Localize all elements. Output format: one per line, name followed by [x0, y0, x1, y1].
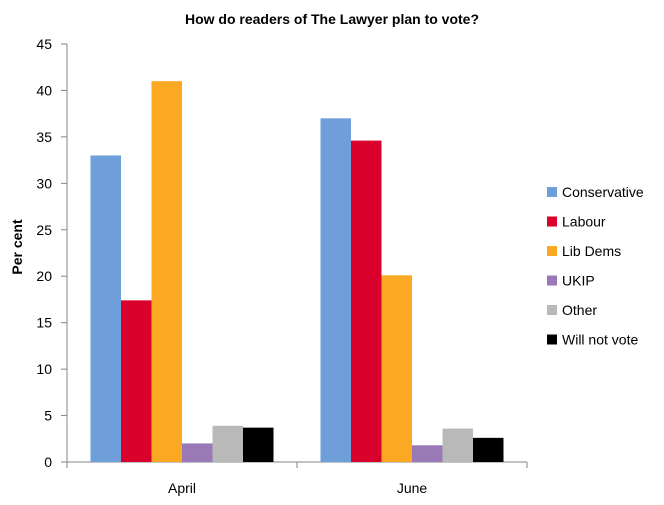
bar-will-not-vote-june: [473, 437, 504, 462]
y-tick-label: 30: [36, 175, 52, 191]
x-tick-label: June: [397, 480, 428, 496]
bars: [90, 81, 504, 462]
bar-ukip-april: [182, 443, 213, 462]
legend-swatch: [547, 216, 557, 227]
legend-swatch: [547, 275, 557, 286]
legend-swatch: [547, 187, 557, 197]
y-tick-label: 25: [36, 222, 52, 238]
bar-lib-dems-april: [151, 81, 182, 462]
legend-label: Lib Dems: [562, 243, 621, 259]
legend-label: Conservative: [562, 184, 644, 200]
bar-conservative-april: [90, 155, 121, 462]
y-tick-label: 15: [36, 315, 52, 331]
axes: 0 5 10 15 20 25 30 35 40 45 April June: [36, 36, 528, 496]
y-tick-label: 35: [36, 129, 52, 145]
y-tick-label: 0: [44, 454, 52, 470]
chart-title: How do readers of The Lawyer plan to vot…: [185, 11, 479, 27]
y-tick-label: 10: [36, 361, 52, 377]
y-tick-label: 20: [36, 268, 52, 284]
legend-swatch: [547, 305, 557, 315]
x-tick-label: April: [168, 480, 196, 496]
y-tick-label: 5: [44, 408, 52, 424]
legend-swatch: [547, 246, 557, 256]
y-axis-label: Per cent: [9, 219, 25, 275]
bar-other-april: [212, 425, 243, 462]
legend-label: Labour: [562, 214, 606, 230]
legend-label: Other: [562, 302, 597, 318]
y-tick-label: 45: [36, 36, 52, 52]
bar-labour-june: [351, 140, 382, 462]
bar-other-june: [442, 428, 473, 462]
bar-will-not-vote-april: [243, 427, 274, 462]
bar-ukip-june: [412, 445, 443, 462]
legend-label: Will not vote: [562, 332, 638, 348]
y-tick-label: 40: [36, 82, 52, 98]
legend-swatch: [547, 334, 557, 345]
bar-lib-dems-june: [381, 275, 412, 462]
legend-label: UKIP: [562, 273, 595, 289]
bar-conservative-june: [320, 118, 351, 462]
bar-labour-april: [121, 300, 152, 462]
legend: Conservative Labour Lib Dems UKIP Other Will …: [547, 184, 644, 348]
